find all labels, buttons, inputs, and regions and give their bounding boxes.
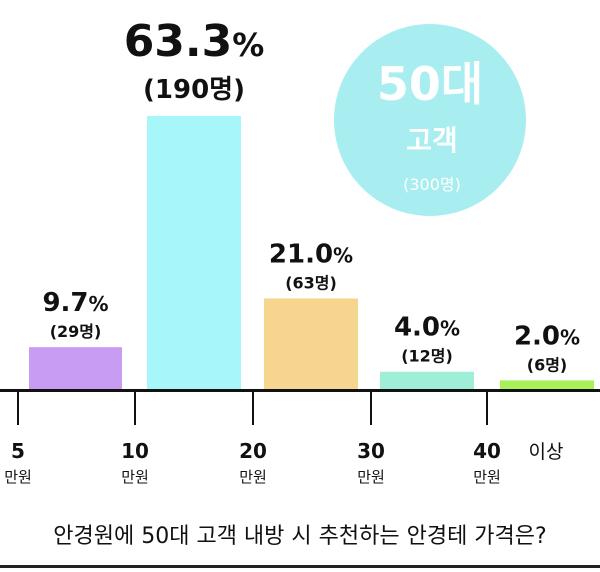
badge: 50대 고객 (300명) xyxy=(334,24,526,216)
x-axis-line xyxy=(0,389,600,392)
x-tick-unit: 만원 xyxy=(473,468,501,486)
badge-age: 50대 xyxy=(377,57,483,111)
value-label: 9.7% xyxy=(42,288,108,318)
value-label: 21.0% xyxy=(269,239,353,269)
x-tick xyxy=(370,389,372,425)
bar xyxy=(380,371,474,389)
badge-label: 고객 xyxy=(406,124,458,157)
x-tick-label: 40 xyxy=(473,439,501,463)
x-tick-label: 20 xyxy=(239,439,267,463)
x-axis: 5 만원 10 만원 20 만원 30 만원 40 만원 이상 xyxy=(0,389,600,486)
x-tick-unit: 만원 xyxy=(4,468,32,486)
count-label: (6명) xyxy=(527,355,567,374)
x-tick-label: 10 xyxy=(121,439,149,463)
value-label: 63.3% xyxy=(124,16,265,67)
value-labels-layer: 9.7% (29명) 63.3% (190명) 21.0% (63명) 4.0% (12명) 2… xyxy=(42,16,580,374)
count-label: (29명) xyxy=(50,322,102,341)
bar xyxy=(147,116,241,389)
x-tick-unit: 만원 xyxy=(121,468,149,486)
bars-layer xyxy=(29,116,594,389)
chart-caption: 안경원에 50대 고객 내방 시 추천하는 안경테 가격은? xyxy=(53,524,547,549)
count-label: (190명) xyxy=(143,75,245,105)
badge-count: (300명) xyxy=(403,175,461,194)
x-tick-unit: 만원 xyxy=(239,468,267,486)
value-label: 2.0% xyxy=(514,321,580,351)
bar xyxy=(500,380,594,389)
x-tick-unit: 만원 xyxy=(357,468,385,486)
bar xyxy=(264,298,358,389)
badge-circle xyxy=(334,24,526,216)
count-label: (12명) xyxy=(401,347,453,366)
x-tick xyxy=(17,389,19,425)
bar xyxy=(29,347,122,389)
x-tick xyxy=(134,389,136,425)
x-tick-label: 5 xyxy=(11,439,25,463)
count-label: (63명) xyxy=(285,273,337,292)
x-tick xyxy=(486,389,488,425)
x-tick-label: 30 xyxy=(357,439,385,463)
value-label: 4.0% xyxy=(394,313,460,343)
x-tick xyxy=(252,389,254,425)
bottom-rule xyxy=(0,565,600,568)
x-tick-label: 이상 xyxy=(529,441,564,463)
